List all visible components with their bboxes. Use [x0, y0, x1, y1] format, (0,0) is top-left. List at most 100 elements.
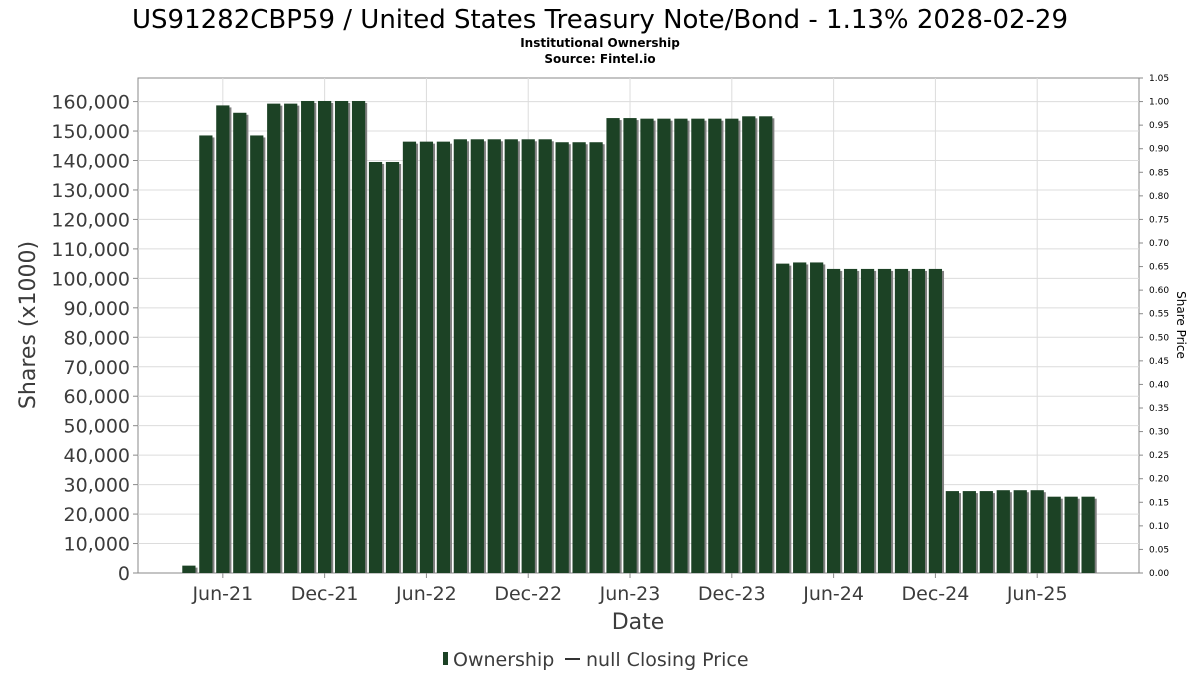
y-tick-label: 130,000 — [51, 180, 130, 202]
y-tick-label: 160,000 — [51, 92, 130, 114]
ownership-bar — [606, 118, 620, 574]
y-tick-label: 120,000 — [51, 209, 130, 231]
ownership-bar — [233, 112, 247, 574]
ownership-bar — [538, 139, 552, 574]
ownership-bar — [267, 103, 281, 574]
y-tick-label: 70,000 — [64, 357, 130, 379]
y2-tick-label: 0.75 — [1149, 215, 1169, 225]
y2-tick-label: 0.40 — [1149, 380, 1169, 390]
ownership-bar — [1064, 496, 1078, 573]
y-tick-label: 140,000 — [51, 151, 130, 173]
y2-tick-label: 0.55 — [1149, 310, 1169, 320]
y2-tick-label: 0.80 — [1149, 192, 1169, 202]
x-axis-label: Date — [612, 610, 665, 635]
y-tick-label: 90,000 — [64, 298, 130, 320]
ownership-bar — [759, 116, 773, 573]
x-tick-label: Jun-24 — [802, 583, 864, 605]
ownership-bar — [453, 139, 467, 574]
ownership-bar — [1047, 496, 1061, 573]
ownership-bar — [725, 118, 739, 574]
y-tick-label: 110,000 — [51, 239, 130, 261]
legend: Ownership null Closing Price — [443, 649, 749, 671]
ownership-bar — [555, 142, 569, 573]
ownership-bar — [504, 139, 518, 574]
y-tick-label: 20,000 — [64, 504, 130, 526]
ownership-bar — [1030, 490, 1044, 573]
y-tick-label: 0 — [118, 563, 130, 585]
ownership-bar — [368, 161, 383, 574]
ownership-bar — [911, 268, 926, 573]
y2-tick-label: 0.85 — [1149, 168, 1169, 178]
ownership-bar — [674, 118, 688, 574]
x-tick-label: Jun-23 — [599, 583, 661, 605]
y2-tick-label: 0.15 — [1149, 498, 1169, 508]
ownership-bar — [623, 118, 637, 574]
y2-axis: 0.00 0.05 0.10 0.15 0.20 0.25 0.30 0.35 0.40 0.45… — [1139, 74, 1169, 579]
ownership-bar — [708, 118, 722, 574]
y2-tick-label: 0.20 — [1149, 475, 1169, 485]
y2-tick-label: 0.50 — [1149, 333, 1169, 343]
y-axis-label: Shares (x1000) — [16, 241, 41, 409]
ownership-bar — [877, 268, 892, 573]
y2-tick-label: 0.05 — [1149, 545, 1169, 555]
x-tick-label: Jun-22 — [395, 583, 457, 605]
ownership-bar — [572, 142, 586, 573]
ownership-bar — [199, 135, 213, 573]
ownership-bar — [334, 100, 349, 573]
x-tick-label: Dec-24 — [902, 583, 970, 605]
y-tick-label: 100,000 — [51, 268, 130, 290]
x-tick-label: Dec-21 — [291, 583, 359, 605]
ownership-bar — [776, 263, 790, 573]
y2-tick-label: 0.90 — [1149, 145, 1169, 155]
ownership-bar — [860, 268, 875, 573]
ownership-bar — [436, 141, 451, 573]
ownership-bar — [385, 161, 400, 574]
y2-tick-label: 1.05 — [1149, 74, 1169, 84]
ownership-bar — [793, 262, 807, 573]
ownership-bar — [402, 141, 417, 573]
x-tick-label: Jun-25 — [1006, 583, 1068, 605]
y2-tick-label: 1.00 — [1149, 98, 1169, 108]
ownership-bar — [843, 268, 858, 573]
y2-tick-label: 0.35 — [1149, 404, 1169, 414]
legend-ownership-marker — [443, 652, 448, 665]
y-tick-label: 10,000 — [64, 534, 130, 556]
y2-tick-label: 0.00 — [1149, 569, 1169, 579]
ownership-bars — [182, 100, 1097, 574]
legend-ownership-label: Ownership — [453, 649, 554, 671]
ownership-bar — [640, 118, 654, 574]
ownership-bar — [1081, 496, 1095, 573]
ownership-bar — [962, 491, 976, 573]
y-tick-label: 40,000 — [64, 445, 130, 467]
ownership-bar — [826, 268, 841, 573]
y2-tick-label: 0.10 — [1149, 522, 1169, 532]
ownership-bar — [487, 139, 501, 574]
legend-closing-price-label: null Closing Price — [586, 649, 749, 671]
chart-subtitle-line-2: Source: Fintel.io — [544, 52, 655, 66]
y-tick-label: 50,000 — [64, 416, 130, 438]
x-tick-label: Dec-22 — [494, 583, 562, 605]
y-tick-label: 80,000 — [64, 327, 130, 349]
ownership-bar — [470, 139, 484, 574]
ownership-bar — [1013, 490, 1027, 573]
ownership-bar — [945, 491, 959, 573]
ownership-bar — [284, 103, 298, 574]
ownership-bar — [250, 135, 264, 573]
y2-tick-label: 0.70 — [1149, 239, 1169, 249]
ownership-bar — [691, 118, 705, 574]
ownership-bar — [810, 262, 824, 573]
x-tick-label: Jun-21 — [191, 583, 253, 605]
ownership-bar — [657, 118, 671, 574]
ownership-bar — [996, 490, 1010, 573]
y2-tick-label: 0.60 — [1149, 286, 1169, 296]
ownership-bar — [979, 491, 993, 573]
ownership-bar — [589, 142, 603, 573]
ownership-bar — [318, 100, 332, 573]
y2-tick-label: 0.30 — [1149, 428, 1169, 438]
ownership-bar — [521, 139, 535, 574]
y2-tick-label: 0.95 — [1149, 121, 1169, 131]
y-axis: 0 10,000 20,000 30,000 40,000 50,000 60,000 70,… — [51, 92, 138, 585]
ownership-bar — [216, 105, 230, 573]
ownership-bar — [419, 141, 434, 573]
y2-tick-label: 0.45 — [1149, 357, 1169, 367]
